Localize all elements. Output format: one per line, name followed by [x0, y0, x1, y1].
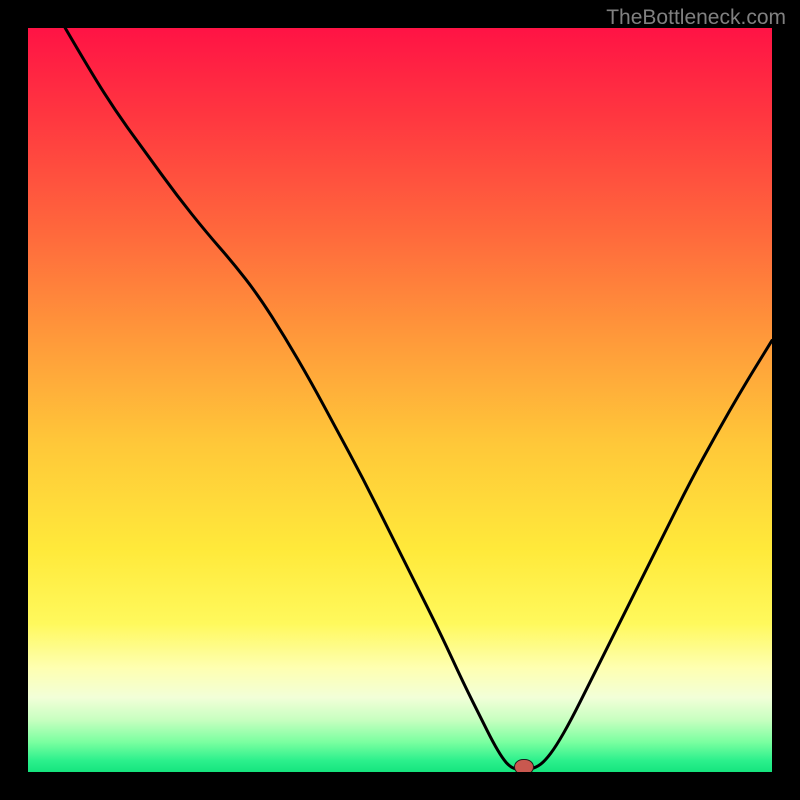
bottleneck-curve [28, 28, 772, 772]
optimal-point-marker [514, 759, 534, 772]
watermark-text: TheBottleneck.com [606, 6, 786, 30]
chart-plot-area [28, 28, 772, 772]
